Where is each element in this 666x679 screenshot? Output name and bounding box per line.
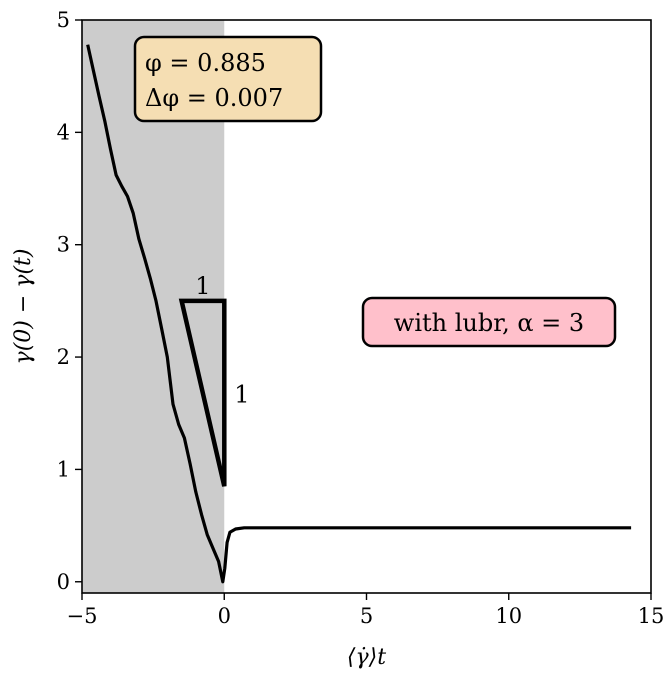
slope-triangle — [178, 298, 227, 487]
ticks: −5 0 5 10 15 0 1 2 3 4 5 — [57, 8, 665, 628]
y-tick-label: 3 — [57, 233, 70, 257]
plot-frame — [81, 19, 652, 594]
y-tick-label: 1 — [57, 457, 70, 481]
slope-triangle-vertical-label: 1 — [234, 381, 249, 409]
y-tick-label: 0 — [57, 570, 70, 594]
x-tick-label: 15 — [638, 604, 665, 628]
phi-annotation-line-1: φ = 0.885 — [145, 49, 266, 77]
series-line — [86, 44, 632, 584]
y-axis-title: γ(0) − γ(t) — [11, 249, 36, 365]
x-tick-label: −5 — [67, 604, 98, 628]
y-tick-label: 5 — [57, 8, 70, 32]
lubr-annotation-text: with lubr, α = 3 — [394, 309, 584, 337]
y-tick-label: 4 — [57, 120, 70, 144]
x-tick-label: 0 — [218, 604, 231, 628]
lubr-annotation-box — [361, 296, 617, 348]
phi-annotation-box — [133, 35, 323, 123]
lubr-annotation: with lubr, α = 3 — [361, 296, 617, 348]
x-axis-title: ⟨γ̇⟩t — [347, 645, 386, 670]
x-tick-label: 5 — [360, 604, 373, 628]
phi-annotation: φ = 0.885 Δφ = 0.007 — [133, 35, 323, 123]
x-tick-label: 10 — [495, 604, 522, 628]
y-tick-label: 2 — [57, 345, 70, 369]
phi-annotation-line-2: Δφ = 0.007 — [145, 84, 283, 112]
slope-triangle-horizontal-label: 1 — [195, 272, 210, 300]
